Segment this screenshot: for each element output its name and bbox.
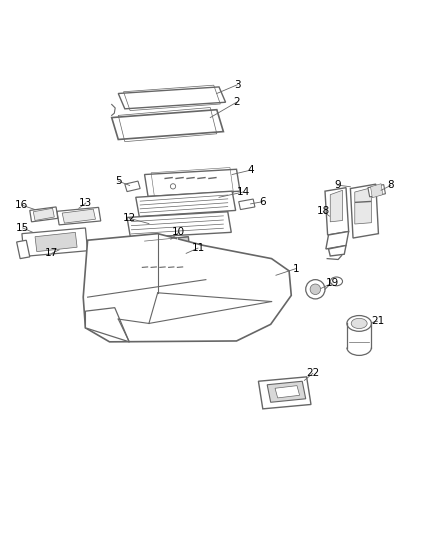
Text: 22: 22 [306, 368, 319, 378]
Polygon shape [30, 207, 58, 222]
Text: 11: 11 [191, 243, 205, 253]
Polygon shape [136, 253, 192, 279]
Circle shape [170, 184, 176, 189]
Circle shape [310, 284, 321, 295]
Ellipse shape [347, 316, 371, 332]
Text: 15: 15 [16, 223, 29, 233]
Polygon shape [57, 207, 101, 225]
Polygon shape [330, 190, 343, 222]
Polygon shape [267, 381, 306, 402]
Polygon shape [35, 232, 77, 252]
Polygon shape [118, 87, 226, 109]
Text: 1: 1 [292, 264, 299, 273]
Polygon shape [125, 181, 140, 191]
Text: 17: 17 [45, 248, 58, 259]
Text: 5: 5 [115, 176, 122, 186]
Polygon shape [22, 228, 88, 256]
Text: 10: 10 [172, 228, 185, 237]
Polygon shape [145, 169, 240, 197]
Polygon shape [328, 246, 346, 256]
Text: 8: 8 [387, 181, 394, 190]
Text: 2: 2 [233, 97, 240, 107]
Text: 18: 18 [317, 206, 330, 216]
Polygon shape [62, 209, 95, 223]
Polygon shape [127, 212, 231, 238]
Polygon shape [17, 240, 30, 259]
Polygon shape [85, 308, 129, 342]
Text: 14: 14 [237, 187, 250, 197]
Polygon shape [136, 191, 236, 216]
Polygon shape [33, 208, 54, 221]
Polygon shape [326, 231, 349, 249]
Polygon shape [239, 199, 255, 209]
Polygon shape [355, 188, 371, 224]
Polygon shape [371, 184, 383, 198]
Text: 6: 6 [259, 197, 266, 207]
Polygon shape [112, 110, 223, 140]
Polygon shape [325, 188, 349, 235]
Polygon shape [275, 386, 300, 398]
Text: 13: 13 [79, 198, 92, 208]
Text: 3: 3 [234, 80, 241, 90]
Text: 19: 19 [325, 278, 339, 288]
Polygon shape [145, 237, 191, 262]
Text: 12: 12 [123, 213, 136, 223]
Polygon shape [258, 377, 311, 409]
Text: 16: 16 [15, 200, 28, 210]
Text: 9: 9 [334, 180, 341, 190]
Polygon shape [368, 184, 385, 197]
Ellipse shape [351, 318, 367, 328]
Polygon shape [350, 184, 378, 238]
Ellipse shape [330, 277, 343, 286]
Text: 4: 4 [247, 165, 254, 175]
Circle shape [306, 280, 325, 299]
Text: 21: 21 [371, 316, 384, 326]
Polygon shape [83, 233, 291, 342]
